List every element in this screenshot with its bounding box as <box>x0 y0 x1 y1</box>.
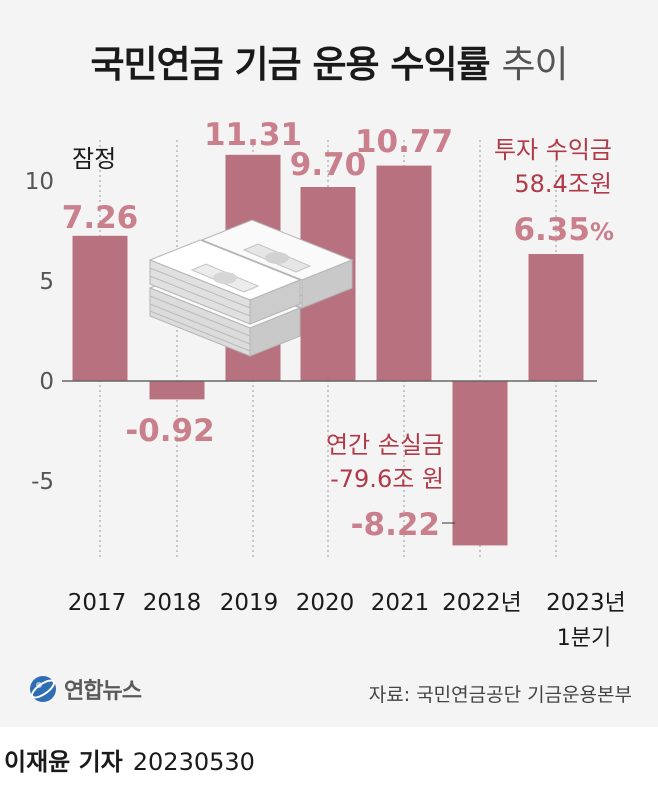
publish-date: 20230530 <box>132 748 255 776</box>
y-tick-5: 5 <box>39 269 54 295</box>
bar-2018 <box>149 381 205 400</box>
loss-label: 연간 손실금 <box>326 431 444 459</box>
y-tick--5: -5 <box>31 469 54 495</box>
x-tick-2021: 2021 <box>371 590 430 616</box>
value-label-2020: 9.70 <box>290 147 367 183</box>
byline: 이재윤 기자 20230530 <box>4 742 255 777</box>
title-suffix: 추이 <box>501 43 568 86</box>
yonhap-globe-icon <box>30 676 56 702</box>
money-stack-icon <box>148 219 354 357</box>
x-tick-2022: 2022년 <box>442 590 522 616</box>
bar-chart: 10 5 0 -5 2017 2018 2019 2020 2021 2022년 2023년 <box>25 117 626 651</box>
yonhap-logo: 연합뉴스 <box>28 673 142 705</box>
chart-title: 국민연금 기금 운용 수익률 추이 <box>0 34 658 88</box>
value-label-2019: 11.31 <box>204 117 302 153</box>
x-tick-2017: 2017 <box>68 590 127 616</box>
bar-2023 <box>528 254 584 381</box>
bar-2017 <box>72 235 128 381</box>
title-main: 국민연금 기금 운용 수익률 <box>90 43 490 86</box>
bar-2021 <box>376 165 432 381</box>
value-label-2022: -8.22 <box>351 507 440 543</box>
y-tick-0: 0 <box>39 369 54 395</box>
profit-amount: 58.4조원 <box>514 170 612 198</box>
x-tick-labels: 2017 2018 2019 2020 2021 2022년 2023년 <box>68 590 626 616</box>
x-sublabel-2023: 1분기 <box>557 626 611 651</box>
reporter-name: 이재윤 기자 <box>4 748 123 776</box>
x-tick-2023: 2023년 <box>546 590 626 616</box>
loss-amount: -79.6조 원 <box>330 465 444 493</box>
provisional-label: 잠정 <box>72 145 116 173</box>
profit-percent-value: 6.35 <box>513 212 590 248</box>
value-label-2017: 7.26 <box>62 200 139 236</box>
y-tick-10: 10 <box>25 169 54 195</box>
x-tick-2018: 2018 <box>143 590 202 616</box>
yonhap-logo-text: 연합뉴스 <box>64 679 142 704</box>
x-tick-2019: 2019 <box>220 590 279 616</box>
profit-label: 투자 수익금 <box>494 136 612 164</box>
bar-2022 <box>452 381 508 546</box>
profit-percent-sign: % <box>590 218 614 246</box>
x-tick-2020: 2020 <box>296 590 355 616</box>
y-tick-labels: 10 5 0 -5 <box>25 169 54 495</box>
profit-percent: 6.35% <box>513 212 614 248</box>
source-note: 자료: 국민연금공단 기금운용본부 <box>368 684 632 706</box>
value-label-2018: -0.92 <box>125 413 214 449</box>
value-label-2021: 10.77 <box>355 124 453 160</box>
